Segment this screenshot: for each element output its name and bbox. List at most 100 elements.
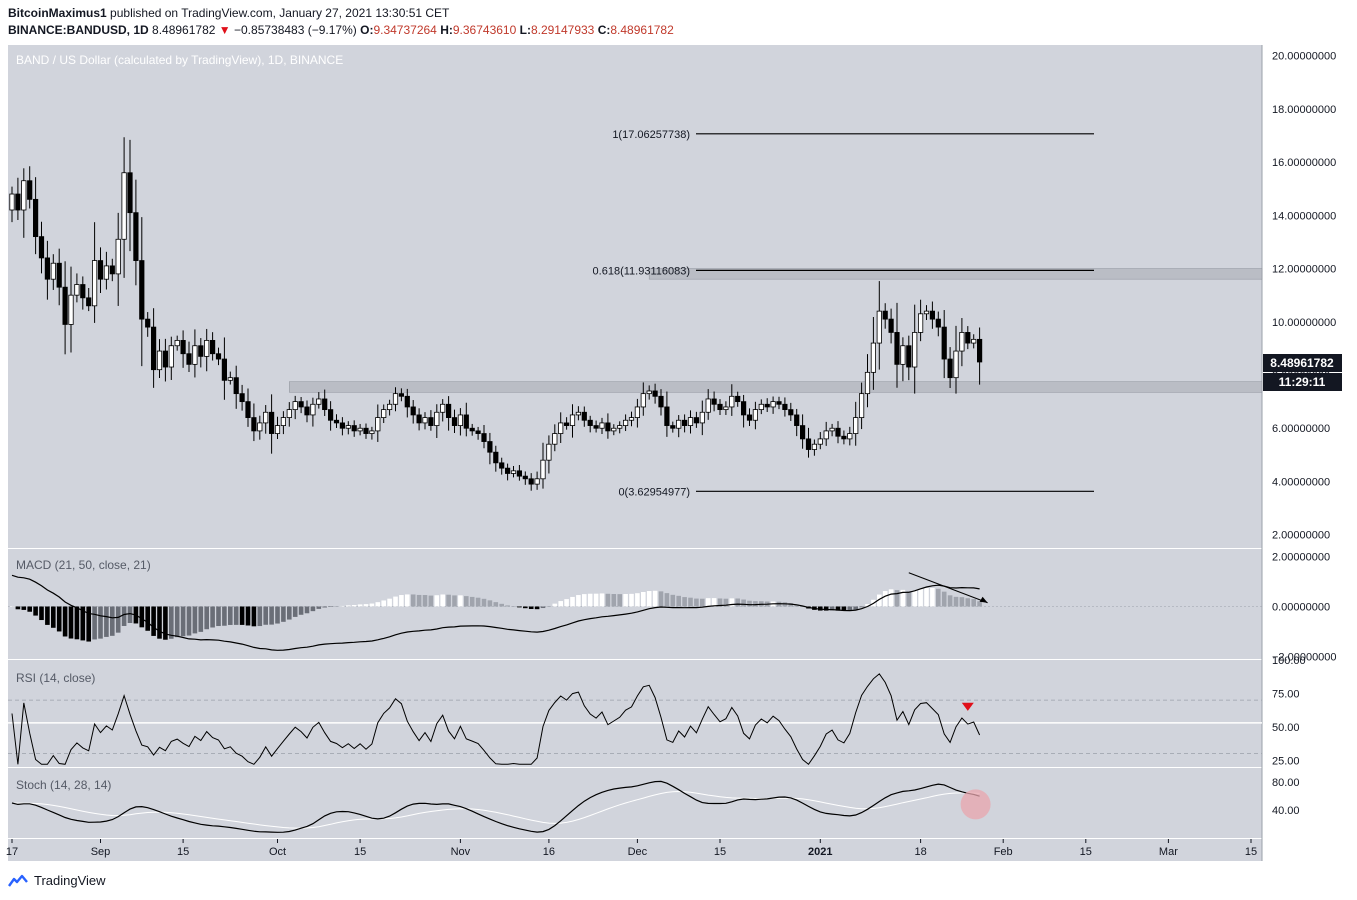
- candle-body: [646, 390, 652, 395]
- macd-histogram-bar: [86, 606, 91, 642]
- macd-line: [11, 574, 980, 651]
- macd-histogram-bar: [27, 606, 32, 612]
- candle-body: [599, 422, 605, 429]
- candle-body: [115, 238, 121, 275]
- price-axis[interactable]: 2.000000004.000000006.000000008.00000000…: [1272, 51, 1337, 817]
- time-axis-tick-label: 17: [6, 846, 18, 858]
- macd-histogram-bar: [56, 606, 62, 632]
- macd-histogram-bar: [823, 606, 829, 611]
- candle-body: [322, 398, 328, 411]
- time-axis[interactable]: 17 Sep 15 Oct 15 Nov 16 Dec 15 2021 18 Feb 15 Mar 15: [6, 839, 1257, 858]
- candle-body: [971, 338, 977, 344]
- macd-histogram-bar: [617, 594, 622, 607]
- candle-body: [558, 422, 564, 434]
- candle-body: [469, 427, 475, 432]
- candle-body: [215, 353, 222, 360]
- candle-body: [770, 401, 776, 408]
- candle-body: [316, 398, 322, 405]
- price-pane-title: BAND / US Dollar (calculated by TradingV…: [16, 53, 343, 67]
- macd-histogram-bar: [570, 596, 575, 607]
- macd-trend-arrow-line: [908, 572, 988, 604]
- rsi-line: [11, 673, 981, 766]
- candle-body: [823, 430, 829, 440]
- rsi-pane[interactable]: [8, 660, 1262, 767]
- macd-histogram-bar: [894, 590, 900, 607]
- price-axis-tick: 18.00000000: [1272, 104, 1336, 116]
- candle-body: [918, 313, 924, 333]
- macd-histogram-bar: [912, 590, 917, 607]
- candle-body: [440, 403, 446, 413]
- candle-body: [233, 377, 239, 395]
- macd-histogram-bar: [741, 599, 746, 607]
- macd-histogram-bar: [357, 604, 363, 607]
- time-axis-strip[interactable]: [8, 839, 1262, 861]
- candle-body: [133, 212, 139, 261]
- macd-histogram-bar: [310, 606, 316, 612]
- macd-histogram-bar: [534, 606, 540, 610]
- price-axis-tick: 20.00000000: [1272, 51, 1336, 63]
- macd-histogram-bar: [605, 593, 611, 607]
- macd-histogram-bar: [694, 598, 699, 607]
- candle-body: [27, 180, 33, 200]
- candle-body: [569, 414, 576, 426]
- candle-body: [445, 403, 452, 418]
- macd-histogram-bar: [717, 598, 723, 607]
- macd-histogram-bar: [45, 606, 50, 625]
- author-name[interactable]: BitcoinMaximus1: [8, 6, 107, 20]
- candle-body: [693, 417, 700, 424]
- countdown-tag: [1263, 373, 1342, 391]
- candle-body: [711, 398, 717, 405]
- macd-histogram-bar: [682, 597, 687, 607]
- price-axis-tick: 14.00000000: [1272, 210, 1336, 222]
- candle-body: [847, 433, 853, 440]
- macd-histogram-bar: [971, 599, 976, 607]
- macd-histogram-bar: [558, 601, 563, 607]
- footer-brand-label: TradingView: [34, 873, 106, 888]
- candle-body: [392, 393, 399, 405]
- macd-histogram-bar: [711, 598, 717, 607]
- stoch-axis-tick: 80.00: [1272, 777, 1300, 789]
- candle-body: [156, 350, 163, 371]
- candle-body: [493, 451, 499, 464]
- macd-histogram-bar: [576, 595, 581, 607]
- macd-pane[interactable]: [8, 549, 1262, 659]
- macd-histogram-bar: [169, 606, 174, 639]
- tradingview-logo-icon: [8, 874, 28, 887]
- macd-histogram-bar: [410, 594, 416, 607]
- macd-histogram-bar: [977, 601, 982, 607]
- candle-body: [623, 419, 629, 426]
- candle-body: [705, 398, 711, 413]
- macd-histogram-bar: [74, 606, 80, 640]
- macd-histogram-bar: [157, 606, 162, 639]
- macd-histogram-bar: [753, 601, 758, 607]
- macd-histogram-bar: [670, 594, 676, 607]
- macd-histogram-bar: [110, 606, 115, 636]
- candle-body: [92, 260, 98, 307]
- macd-histogram-bar: [257, 606, 263, 627]
- macd-histogram-bar: [180, 606, 186, 637]
- time-axis-tick-label: 15: [1245, 846, 1257, 858]
- candle-body: [764, 403, 770, 408]
- candle-body: [251, 417, 257, 432]
- candle-body: [894, 332, 900, 365]
- candle-body: [162, 350, 168, 368]
- macd-histogram-bar: [163, 606, 168, 640]
- candle-body: [687, 417, 694, 426]
- macd-histogram-bar: [906, 591, 912, 607]
- stoch-pane[interactable]: [8, 768, 1262, 838]
- candle-body: [186, 353, 192, 365]
- candle-body: [369, 430, 375, 434]
- candle-body: [947, 358, 953, 379]
- candle-body: [463, 414, 469, 429]
- macd-histogram-bar: [859, 606, 864, 608]
- macd-histogram-bar: [747, 600, 752, 607]
- candle-body: [428, 417, 434, 426]
- candle-body: [451, 417, 458, 426]
- macd-histogram-bar: [664, 593, 670, 607]
- macd-histogram-bar: [39, 606, 44, 621]
- macd-histogram-bar: [245, 606, 251, 626]
- price-pane[interactable]: [8, 45, 1262, 548]
- footer-brand[interactable]: TradingView: [8, 873, 106, 888]
- stoch-d-line: [11, 790, 980, 829]
